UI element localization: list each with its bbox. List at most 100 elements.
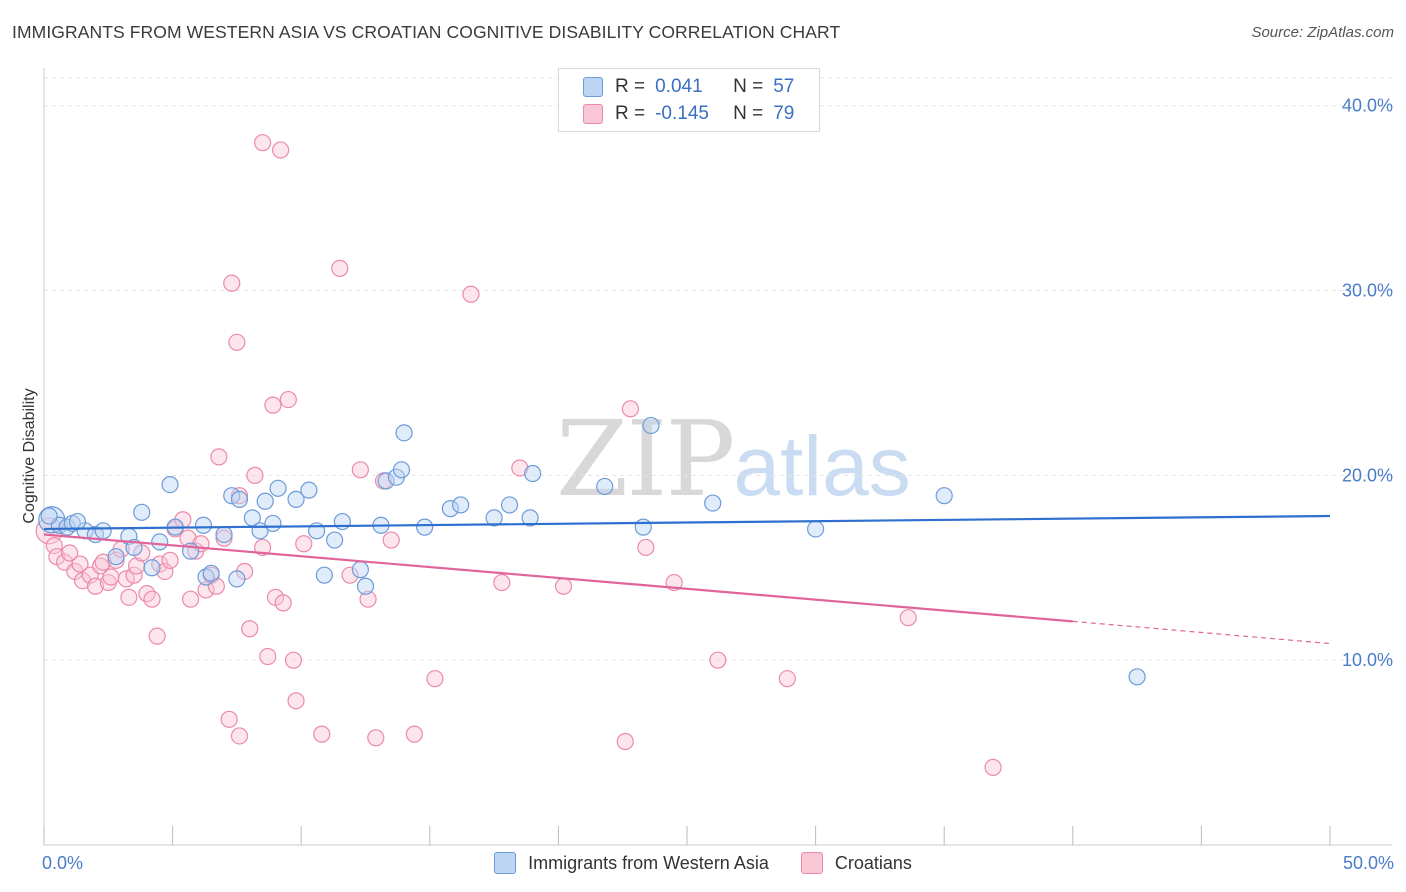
y-tick-label: 40.0% (1342, 96, 1393, 116)
western-asia-point (143, 559, 161, 577)
croatians-point (511, 459, 529, 477)
western-asia-point (634, 518, 652, 536)
croatians-point (359, 590, 377, 608)
croatians-point (264, 396, 282, 414)
croatians-point (272, 141, 290, 159)
legend-n-value: 79 (773, 103, 795, 124)
western-asia-point (596, 477, 614, 496)
western-asia-point (300, 481, 318, 499)
western-asia-point (40, 507, 58, 525)
croatians-point (274, 594, 292, 612)
croatians-point (462, 285, 480, 303)
croatians-point (554, 577, 573, 595)
legend-r-label: R = (615, 103, 646, 124)
croatians-point (148, 627, 166, 645)
croatians-point (351, 461, 369, 479)
croatians-point (287, 692, 305, 710)
x-tick-label: 0.0% (42, 853, 83, 873)
western-asia-point (395, 424, 413, 442)
western-asia-point (806, 520, 825, 538)
croatians-point (621, 400, 640, 418)
legend-label: Croatians (834, 852, 912, 873)
croatians-point (223, 274, 241, 292)
axes (43, 68, 1392, 846)
y-tick-label: 20.0% (1342, 465, 1393, 485)
croatians-point (284, 651, 303, 669)
croatians-point (45, 536, 63, 555)
western-asia-point (133, 503, 151, 521)
western-asia-point (287, 490, 305, 508)
croatians-point (405, 725, 423, 743)
legend-swatch-blue (494, 852, 517, 874)
croatians-point (341, 566, 359, 584)
legend-item-croatians: Croatians (800, 852, 912, 874)
western-asia-point (356, 577, 375, 595)
croatians-point (102, 568, 120, 586)
western-asia-point (194, 516, 213, 534)
croatians-point (120, 588, 138, 606)
legend-r-value: 0.041 (655, 76, 703, 97)
croatians-point (254, 538, 272, 557)
watermark-atlas: atlas (733, 419, 911, 513)
croatians-trend-extension (1072, 620, 1331, 645)
croatians-point (259, 647, 277, 666)
legend-n-label: N = (733, 103, 764, 124)
series-legend: Immigrants from Western Asia Croatians (0, 852, 1406, 874)
croatians-point (215, 529, 233, 547)
croatians-point (143, 590, 161, 608)
croatians-point (382, 531, 400, 549)
y-tick-label: 30.0% (1342, 281, 1393, 301)
croatians-point (71, 555, 89, 573)
legend-row-croatians: R = -0.145 N = 79 (583, 102, 794, 126)
croatians-point (228, 333, 246, 351)
western-asia-point (521, 509, 539, 527)
tick-labels: 10.0% 20.0% 30.0% 40.0% 0.0% 50.0% (42, 96, 1394, 873)
western-asia-point (228, 570, 246, 588)
stats-legend: R = 0.041 N = 57 R = -0.145 N = 79 (558, 68, 820, 132)
croatians-point (367, 729, 385, 747)
croatians-point (279, 390, 297, 409)
croatians-point (254, 134, 272, 152)
croatians-point (241, 620, 259, 638)
croatians-point (426, 670, 444, 688)
western-asia-point (68, 512, 87, 531)
legend-swatch-pink (583, 104, 603, 124)
croatians-point (616, 732, 634, 751)
western-asia-point (269, 479, 287, 497)
western-asia-point (392, 461, 411, 479)
western-asia-point (935, 487, 953, 505)
western-asia-point (94, 522, 112, 540)
legend-row-western-asia: R = 0.041 N = 57 (583, 75, 794, 99)
western-asia-point (264, 514, 282, 533)
croatians-point (94, 553, 112, 571)
croatians-point (220, 710, 238, 728)
source-credit: Source: ZipAtlas.com (1251, 24, 1394, 41)
western-asia-point (377, 472, 395, 490)
legend-r-value: -0.145 (655, 103, 709, 124)
croatians-point (246, 466, 264, 484)
croatians-point (161, 551, 179, 569)
croatians-point (61, 544, 79, 562)
croatians-point (107, 551, 125, 569)
data-points (35, 134, 1146, 776)
western-asia-point (256, 492, 274, 510)
legend-swatch-pink (800, 852, 823, 874)
croatians-point (230, 727, 249, 745)
western-asia-point (452, 496, 470, 514)
trend-lines (43, 514, 1331, 645)
croatians-point (156, 562, 174, 581)
western-asia-point (416, 518, 434, 536)
western-asia-point (161, 476, 179, 494)
croatians-point (182, 590, 200, 608)
x-tick-label: 50.0% (1343, 853, 1394, 873)
croatians-point (778, 670, 796, 688)
legend-swatch-blue (583, 77, 603, 97)
croatians-point (709, 651, 727, 669)
croatians-trend-line (43, 533, 1073, 623)
western-asia-point (202, 564, 220, 582)
chart-title: IMMIGRANTS FROM WESTERN ASIA VS CROATIAN… (12, 22, 841, 42)
western-asia-point (704, 494, 722, 512)
western-asia-point (1128, 668, 1146, 686)
western-asia-point (326, 531, 344, 549)
